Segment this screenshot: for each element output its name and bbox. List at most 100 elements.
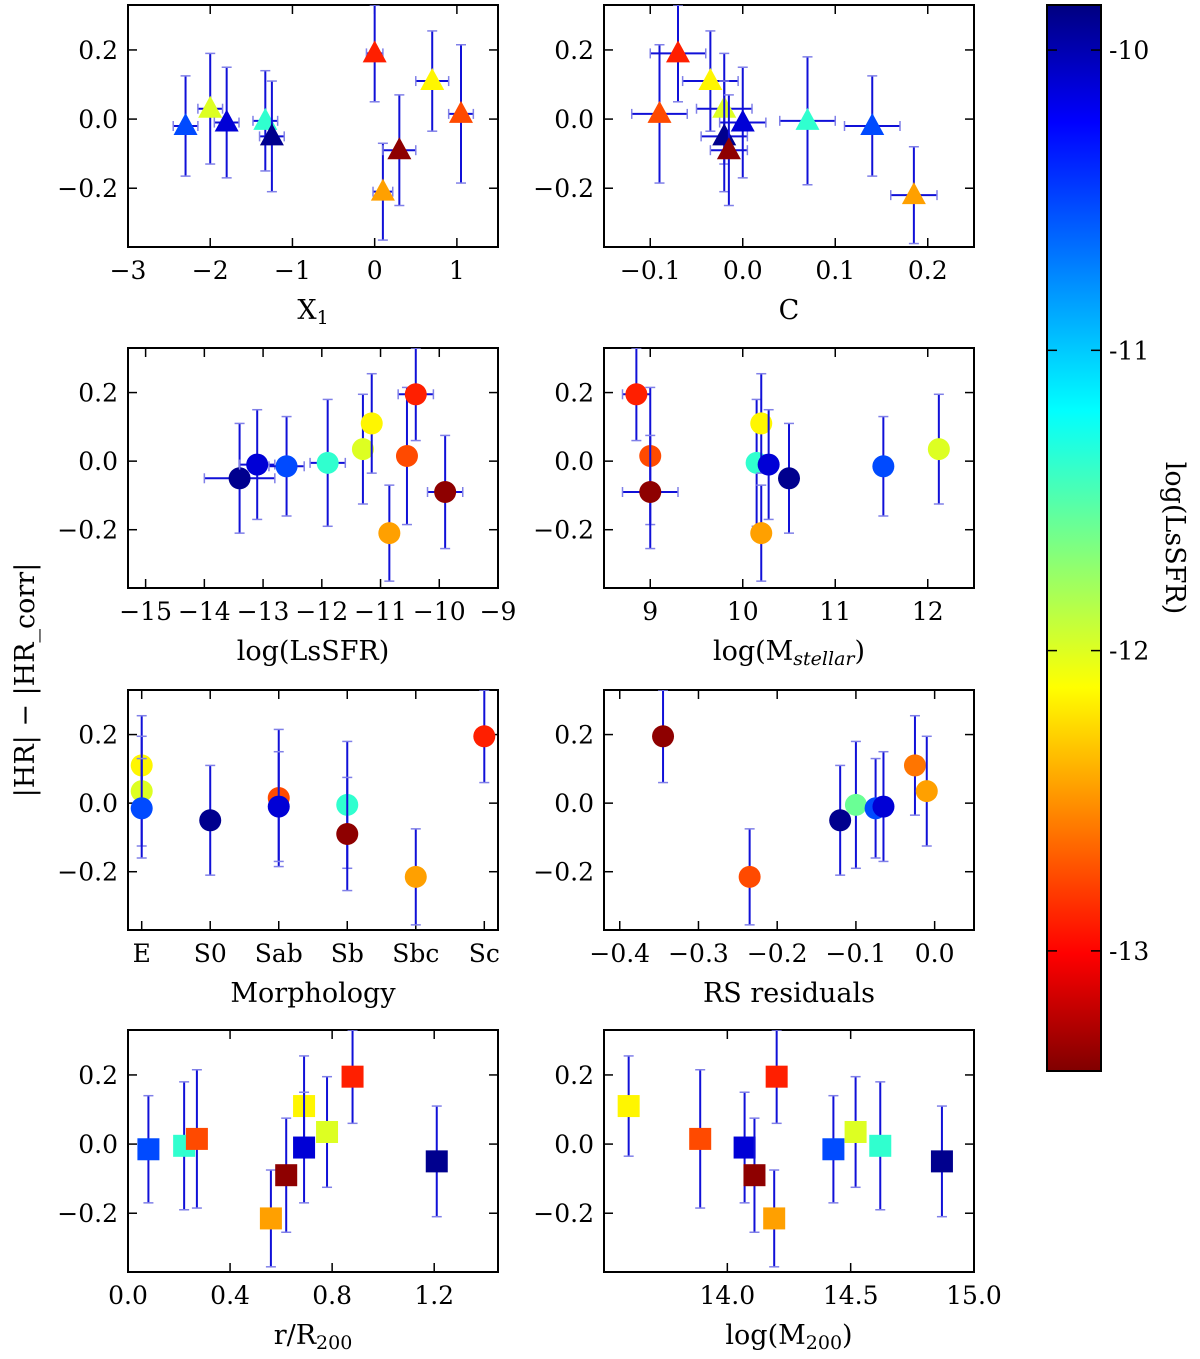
circle-marker [625, 383, 648, 406]
data-point [378, 484, 401, 582]
circle-marker [872, 455, 895, 478]
data-point [750, 372, 773, 474]
colorbar-gradient [1046, 4, 1102, 1072]
triangle-marker [173, 113, 198, 135]
triangle-marker [666, 40, 690, 63]
triangle-marker [387, 137, 412, 160]
points-layer [130, 690, 496, 926]
data-point [404, 828, 427, 926]
ytick-label: 0.0 [554, 105, 594, 134]
ytick-label: 0.2 [554, 379, 594, 408]
data-point [213, 66, 240, 179]
data-point [709, 94, 749, 207]
ytick-label: 0.2 [78, 379, 118, 408]
data-point [360, 372, 383, 474]
ytick-label: 0.0 [554, 447, 594, 476]
xtick-label: −12 [295, 597, 348, 626]
data-point [425, 1105, 448, 1218]
xtick-label: 14.0 [699, 1281, 755, 1310]
square-marker [259, 1207, 282, 1230]
points-layer [172, 5, 475, 241]
triangle-marker [698, 68, 723, 91]
circle-marker [750, 522, 773, 545]
ytick-label: −0.2 [57, 174, 118, 203]
xtick-label: 15.0 [946, 1281, 1002, 1310]
data-point [844, 740, 867, 870]
xtick-label: 0.2 [908, 256, 948, 285]
xtick-label: −0.4 [589, 939, 650, 968]
circle-marker [829, 809, 852, 832]
data-point [631, 44, 688, 184]
xtick-label: Sab [255, 939, 303, 968]
xtick-label: −0.3 [668, 939, 729, 968]
ytick-label: −0.2 [57, 516, 118, 545]
square-marker [316, 1120, 339, 1143]
subplot-rr200: 0.0 0.4 0.8 1.2 0.2 0.0 −0.2 r/R200 [57, 1029, 499, 1354]
square-marker [844, 1120, 867, 1143]
circle-marker [246, 453, 269, 476]
data-point [930, 1105, 953, 1218]
data-point [778, 422, 800, 534]
data-point [844, 1075, 867, 1189]
data-point [130, 757, 153, 859]
square-marker [689, 1127, 712, 1150]
circle-marker [199, 809, 222, 832]
data-point [267, 750, 290, 863]
triangle-marker [420, 68, 445, 91]
square-marker [617, 1095, 640, 1118]
ytick-label: 0.0 [78, 105, 118, 134]
data-point [738, 828, 761, 926]
points-layer [652, 690, 938, 926]
triangle-marker [362, 40, 387, 63]
data-point [275, 1117, 298, 1233]
ytick-label: 0.2 [554, 36, 594, 65]
data-point [829, 764, 852, 876]
data-point [473, 690, 496, 784]
subplot-lssfr: −15 −14 −13 −12 −11 −10 −9 0.2 0.0 −0.2 log(LsSFR) [57, 347, 516, 667]
points-layer [137, 1030, 448, 1268]
xlabel: r/R200 [274, 1320, 353, 1354]
axes-frame [127, 4, 499, 248]
square-marker [869, 1134, 892, 1157]
circle-marker [652, 725, 675, 748]
triangle-marker [259, 123, 284, 146]
data-point [743, 1117, 766, 1233]
data-point [199, 764, 222, 876]
xtick-label: Sc [469, 939, 500, 968]
square-marker [743, 1164, 766, 1187]
data-point [137, 1094, 160, 1204]
circle-marker [130, 797, 153, 820]
data-point [903, 714, 926, 816]
xtick-label: −13 [237, 597, 290, 626]
subplot-rs: −0.4 −0.3 −0.2 −0.1 0.0 0.2 0.0 −0.2 RS residual… [533, 689, 975, 1009]
xlabel: Morphology [230, 978, 396, 1009]
points-layer [617, 1030, 953, 1268]
xtick-label: 14.5 [823, 1281, 879, 1310]
axes-frame [603, 347, 975, 589]
circle-marker [267, 795, 290, 818]
data-point [621, 348, 651, 442]
circle-marker [404, 865, 427, 888]
data-point [843, 75, 901, 177]
xtick-label: 0.4 [210, 1281, 250, 1310]
xtick-label: 12 [912, 597, 944, 626]
axes-frame [603, 1029, 975, 1273]
ytick-label: −0.2 [57, 1199, 118, 1228]
ytick-label: −0.2 [57, 858, 118, 887]
triangle-marker [730, 109, 755, 132]
data-point [649, 5, 707, 103]
colorbar-tick-label: -11 [1109, 336, 1149, 365]
axes-frame [127, 347, 499, 589]
data-point [617, 1055, 640, 1157]
xtick-label: 0.0 [108, 1281, 148, 1310]
square-marker [763, 1207, 786, 1230]
circle-marker [872, 795, 895, 818]
data-point [197, 52, 224, 165]
data-point [447, 44, 475, 184]
xtick-label: 0 [367, 256, 383, 285]
shared-ylabel: |HR| − |HR_corr| [10, 563, 41, 798]
subplot-x1: −3 −2 −1 0 1 0.2 0.0 −0.2 X1 [57, 4, 499, 329]
xtick-label: 9 [642, 597, 658, 626]
triangle-marker [214, 109, 239, 132]
